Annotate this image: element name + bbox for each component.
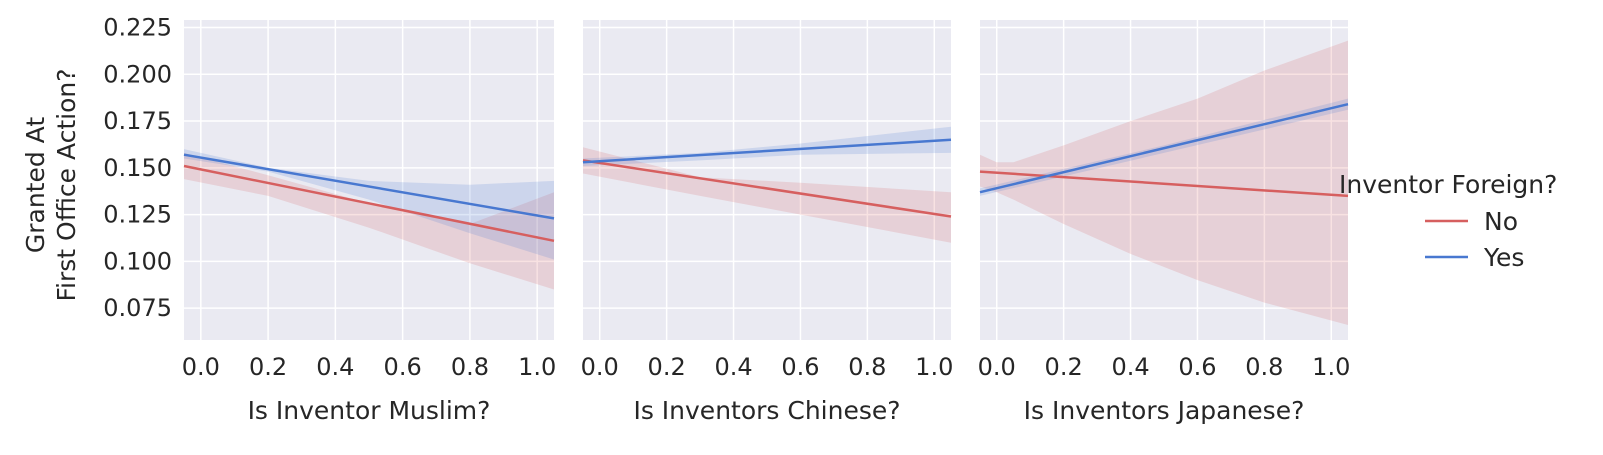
x-tick-label: 0.0 [978, 353, 1016, 381]
y-tick-label: 0.125 [103, 201, 172, 229]
x-tick-label: 1.0 [1312, 353, 1350, 381]
x-tick-label: 1.0 [915, 353, 953, 381]
x-tick-label: 0.6 [384, 353, 422, 381]
series-line-no [979, 170, 1349, 198]
y-axis-label-line-2: First Office Action? [52, 68, 81, 301]
x-tick-label: 0.6 [1178, 353, 1216, 381]
x-tick-label: 0.8 [451, 353, 489, 381]
x-tick-label: 0.6 [781, 353, 819, 381]
y-tick-label: 0.100 [103, 247, 172, 275]
legend-title: Inventor Foreign? [1339, 170, 1557, 199]
legend: Inventor Foreign? No Yes [1339, 170, 1557, 272]
ci-band-no [583, 147, 951, 243]
x-axis-label: Is Inventor Muslim? [248, 396, 491, 425]
x-tick-label: 1.0 [518, 353, 556, 381]
x-tick-label: 0.4 [316, 353, 354, 381]
x-axis-label: Is Inventors Chinese? [633, 396, 900, 425]
plot-background [980, 20, 1348, 340]
legend-label-no: No [1484, 207, 1518, 236]
series-line-no [183, 164, 555, 243]
y-axis-label-line-1: Granted At [21, 117, 50, 253]
x-axis-label: Is Inventors Japanese? [1024, 396, 1305, 425]
panel-2: 0.0 0.2 0.4 0.6 0.8 1.0 Is Inventors Chinese? [581, 20, 953, 425]
series-line-no [582, 159, 952, 218]
y-tick-label: 0.200 [103, 60, 172, 88]
y-tick-label: 0.150 [103, 154, 172, 182]
x-tick-label: 0.0 [581, 353, 619, 381]
y-tick-label: 0.225 [103, 13, 172, 41]
ci-band-no [184, 152, 554, 290]
series-line-yes [183, 153, 555, 220]
panel-1: 0.0 0.2 0.4 0.6 0.8 1.0 0.075 0.100 0.125 0.150 0.… [103, 13, 556, 425]
x-tick-label: 0.8 [848, 353, 886, 381]
chart-panels: 0.0 0.2 0.4 0.6 0.8 1.0 0.075 0.100 0.125 0.150 0.… [103, 13, 1350, 425]
plot-background [583, 20, 951, 340]
y-tick-label: 0.075 [103, 294, 172, 322]
x-tick-label: 0.4 [714, 353, 752, 381]
y-tick-label: 0.175 [103, 107, 172, 135]
series-line-yes [979, 102, 1349, 194]
x-tick-label: 0.8 [1245, 353, 1283, 381]
plot-background [184, 20, 554, 340]
x-tick-label: 0.4 [1111, 353, 1149, 381]
x-tick-label: 0.0 [182, 353, 220, 381]
panel-3: 0.0 0.2 0.4 0.6 0.8 1.0Is Inventors Japanese? [978, 20, 1350, 425]
x-tick-label: 0.2 [1045, 353, 1083, 381]
legend-label-yes: Yes [1483, 243, 1524, 272]
x-tick-label: 0.2 [648, 353, 686, 381]
series-line-yes [582, 138, 952, 164]
x-tick-label: 0.2 [249, 353, 287, 381]
